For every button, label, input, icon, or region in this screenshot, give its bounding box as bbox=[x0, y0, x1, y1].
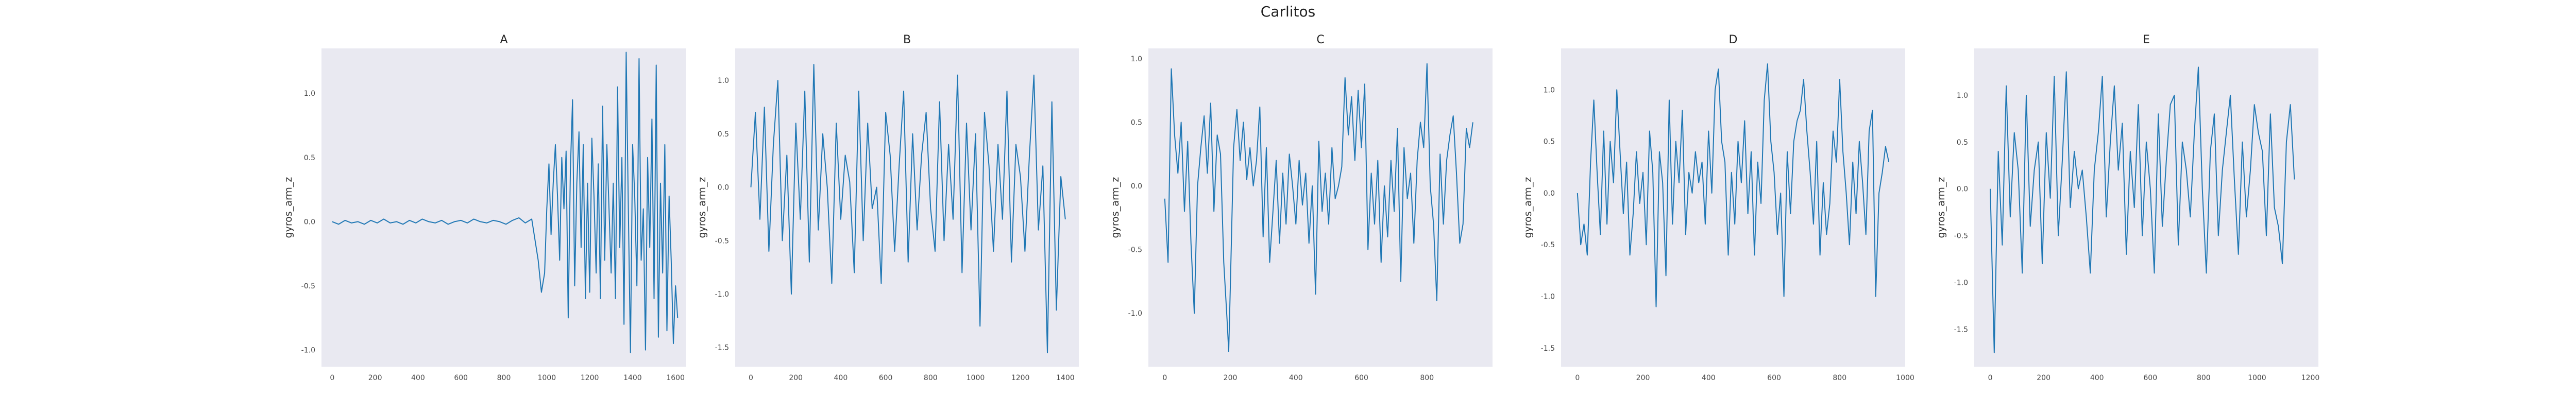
panel-b-y-axis-label: gyros_arm_z bbox=[697, 177, 708, 238]
panel-e-x-tick-label: 600 bbox=[2143, 374, 2157, 382]
panel-b-y-tick-label: -1.0 bbox=[715, 290, 729, 299]
panel-c-x-tick-label: 400 bbox=[1289, 374, 1303, 382]
panel-d-title: D bbox=[1729, 33, 1738, 46]
panel-c-y-tick-label: 0.5 bbox=[1131, 118, 1142, 127]
panel-a-x-tick-label: 1600 bbox=[666, 374, 685, 382]
panel-e-y-tick-label: -0.5 bbox=[1954, 232, 1968, 241]
panel-c-y-tick-label: 1.0 bbox=[1131, 55, 1142, 63]
panel-b-x-tick-label: 1200 bbox=[1011, 374, 1030, 382]
panel-a-y-tick-label: -1.0 bbox=[301, 347, 315, 355]
panel-a-title: A bbox=[500, 33, 507, 46]
panel-c-y-tick-label: -0.5 bbox=[1128, 246, 1142, 254]
panel-a-x-tick-label: 400 bbox=[411, 374, 425, 382]
panel-d-y-tick-label: -1.5 bbox=[1541, 345, 1555, 353]
panel-b-title: B bbox=[903, 33, 911, 46]
panel-a-x-tick-label: 1000 bbox=[537, 374, 556, 382]
panel-a-x-tick-label: 1400 bbox=[623, 374, 642, 382]
panel-a-x-tick-label: 600 bbox=[454, 374, 468, 382]
panel-a-y-tick-label: 1.0 bbox=[304, 90, 315, 98]
panel-c-x-tick-label: 200 bbox=[1224, 374, 1238, 382]
panel-e-x-tick-label: 800 bbox=[2197, 374, 2211, 382]
panel-e-x-tick-label: 1200 bbox=[2301, 374, 2320, 382]
panel-d-x-tick-label: 400 bbox=[1702, 374, 1716, 382]
panel-a-x-tick-label: 800 bbox=[497, 374, 511, 382]
panel-d-x-tick-label: 0 bbox=[1575, 374, 1580, 382]
panel-c-plot-area bbox=[1148, 48, 1493, 367]
panel-d-y-axis-label: gyros_arm_z bbox=[1522, 177, 1534, 238]
panel-e-y-tick-label: -1.5 bbox=[1954, 325, 1968, 334]
panel-b-x-tick-label: 600 bbox=[879, 374, 893, 382]
panel-b-x-tick-label: 1000 bbox=[967, 374, 985, 382]
panel-d-series-line bbox=[1577, 63, 1890, 307]
panel-b-x-tick-label: 200 bbox=[789, 374, 803, 382]
figure-title: Carlitos bbox=[1260, 3, 1316, 20]
panel-c-x-tick-label: 800 bbox=[1420, 374, 1434, 382]
panel-e-x-tick-label: 0 bbox=[1988, 374, 1993, 382]
panel-b-y-tick-label: 0.0 bbox=[718, 184, 729, 192]
panel-d-x-tick-label: 600 bbox=[1767, 374, 1781, 382]
panel-c-x-tick-label: 0 bbox=[1162, 374, 1167, 382]
panel-a-x-tick-label: 0 bbox=[330, 374, 334, 382]
panel-c-y-tick-label: -1.0 bbox=[1128, 310, 1142, 318]
panel-c-x-tick-label: 600 bbox=[1354, 374, 1368, 382]
panel-e-x-tick-label: 200 bbox=[2037, 374, 2050, 382]
panel-d-x-tick-label: 800 bbox=[1833, 374, 1846, 382]
panel-c-y-axis-label: gyros_arm_z bbox=[1110, 177, 1121, 238]
panel-e-y-axis-label: gyros_arm_z bbox=[1936, 177, 1947, 238]
panel-b-y-tick-label: 0.5 bbox=[718, 130, 729, 139]
panel-d-x-tick-label: 200 bbox=[1636, 374, 1650, 382]
panel-e-x-tick-label: 1000 bbox=[2248, 374, 2266, 382]
panel-a-y-tick-label: 0.0 bbox=[304, 218, 315, 226]
panel-d-y-tick-label: 0.0 bbox=[1544, 190, 1555, 198]
panel-e-y-tick-label: 0.0 bbox=[1957, 185, 1968, 194]
panel-b-x-tick-label: 0 bbox=[749, 374, 753, 382]
panel-a-y-tick-label: 0.5 bbox=[304, 154, 315, 162]
panel-a-x-tick-label: 200 bbox=[368, 374, 382, 382]
panel-c-title: C bbox=[1316, 33, 1324, 46]
panel-d-plot-area bbox=[1561, 48, 1905, 367]
panel-d-y-tick-label: -1.0 bbox=[1541, 293, 1555, 301]
panel-e-y-tick-label: -1.0 bbox=[1954, 279, 1968, 287]
panel-e-x-tick-label: 400 bbox=[2090, 374, 2104, 382]
panel-b-x-tick-label: 1400 bbox=[1056, 374, 1075, 382]
panel-d-y-tick-label: 1.0 bbox=[1544, 86, 1555, 94]
panel-d-x-tick-label: 1000 bbox=[1896, 374, 1914, 382]
panel-e-title: E bbox=[2143, 33, 2150, 46]
panel-c-y-tick-label: 0.0 bbox=[1131, 182, 1142, 191]
panel-e-series-line bbox=[1990, 66, 2295, 353]
panel-a-y-tick-label: -0.5 bbox=[301, 282, 315, 290]
panel-e-y-tick-label: 0.5 bbox=[1957, 139, 1968, 147]
panel-b-y-tick-label: -1.5 bbox=[715, 344, 729, 352]
panel-e-y-tick-label: 1.0 bbox=[1957, 92, 1968, 100]
panel-b-y-tick-label: -0.5 bbox=[715, 237, 729, 245]
panel-a-y-axis-label: gyros_arm_z bbox=[283, 177, 294, 238]
panel-b-x-tick-label: 400 bbox=[834, 374, 848, 382]
panel-b-series-line bbox=[750, 64, 1066, 353]
panel-d-y-tick-label: 0.5 bbox=[1544, 138, 1555, 146]
panel-d-y-tick-label: -0.5 bbox=[1541, 241, 1555, 249]
panel-a-x-tick-label: 1200 bbox=[581, 374, 599, 382]
panel-b-y-tick-label: 1.0 bbox=[718, 77, 729, 85]
panel-b-x-tick-label: 800 bbox=[924, 374, 938, 382]
panel-c-series-line bbox=[1164, 63, 1473, 352]
panel-a-series-line bbox=[332, 52, 679, 353]
